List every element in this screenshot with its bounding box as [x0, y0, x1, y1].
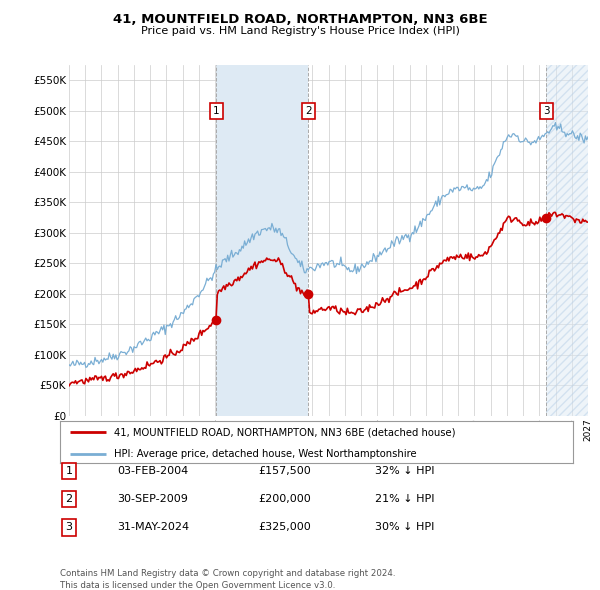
Text: Contains HM Land Registry data © Crown copyright and database right 2024.
This d: Contains HM Land Registry data © Crown c…: [60, 569, 395, 590]
Text: 41, MOUNTFIELD ROAD, NORTHAMPTON, NN3 6BE (detached house): 41, MOUNTFIELD ROAD, NORTHAMPTON, NN3 6B…: [114, 427, 455, 437]
Bar: [546, 65, 588, 416]
Bar: [216, 65, 308, 416]
Text: 1: 1: [65, 466, 73, 476]
Text: 21% ↓ HPI: 21% ↓ HPI: [375, 494, 434, 504]
Text: HPI: Average price, detached house, West Northamptonshire: HPI: Average price, detached house, West…: [114, 449, 416, 459]
Text: 31-MAY-2024: 31-MAY-2024: [117, 523, 189, 532]
Text: 2: 2: [305, 106, 311, 116]
Text: 3: 3: [543, 106, 550, 116]
Text: 30% ↓ HPI: 30% ↓ HPI: [375, 523, 434, 532]
Text: 41, MOUNTFIELD ROAD, NORTHAMPTON, NN3 6BE: 41, MOUNTFIELD ROAD, NORTHAMPTON, NN3 6B…: [113, 13, 487, 26]
Text: 2: 2: [65, 494, 73, 504]
Text: £325,000: £325,000: [258, 523, 311, 532]
Text: 30-SEP-2009: 30-SEP-2009: [117, 494, 188, 504]
Text: 03-FEB-2004: 03-FEB-2004: [117, 466, 188, 476]
Text: 32% ↓ HPI: 32% ↓ HPI: [375, 466, 434, 476]
Text: 3: 3: [65, 523, 73, 532]
Text: £157,500: £157,500: [258, 466, 311, 476]
Text: 1: 1: [213, 106, 220, 116]
Text: Price paid vs. HM Land Registry's House Price Index (HPI): Price paid vs. HM Land Registry's House …: [140, 26, 460, 35]
Text: £200,000: £200,000: [258, 494, 311, 504]
